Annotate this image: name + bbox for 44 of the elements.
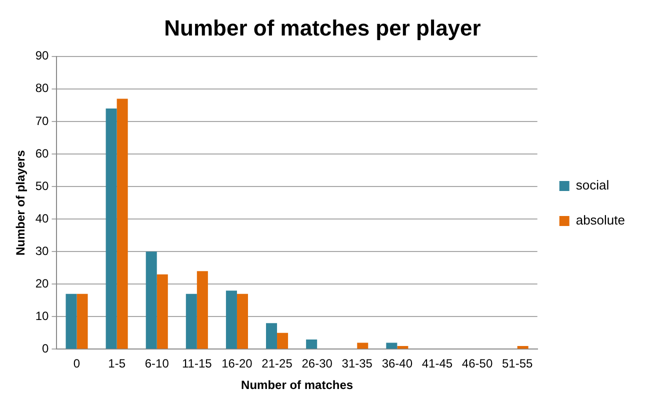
chart-title: Number of matches per player xyxy=(164,15,482,40)
y-tick-label: 60 xyxy=(35,146,50,160)
bar xyxy=(156,274,168,349)
y-axis-title: Number of players xyxy=(14,150,28,256)
x-tick-label: 6-10 xyxy=(144,356,170,371)
y-tick-label: 50 xyxy=(35,178,50,193)
y-tick-label: 20 xyxy=(35,276,50,290)
bar xyxy=(196,271,208,349)
bar xyxy=(186,294,197,349)
bar xyxy=(277,332,288,349)
legend-label: absolute xyxy=(576,212,626,228)
x-tick-label: 36-40 xyxy=(382,356,413,371)
x-axis-title: Number of matches xyxy=(241,378,354,392)
bar xyxy=(386,342,398,349)
y-tick-label: 40 xyxy=(35,211,50,226)
x-tick-label: 16-20 xyxy=(222,356,253,371)
bar xyxy=(76,294,88,349)
bar xyxy=(357,342,368,349)
x-tick-label: 21-25 xyxy=(262,356,293,371)
y-tick-label: 30 xyxy=(35,244,50,258)
bar xyxy=(116,98,128,349)
bar xyxy=(517,346,528,349)
x-tick-label: 1-5 xyxy=(108,356,126,371)
y-tick-label: 90 xyxy=(35,48,50,63)
bar xyxy=(266,323,278,349)
bar xyxy=(226,290,237,349)
x-tick-label: 41-45 xyxy=(422,356,453,371)
y-tick-label: 70 xyxy=(35,114,50,128)
x-tick-label: 31-35 xyxy=(342,356,373,371)
x-tick-label: 51-55 xyxy=(502,356,533,371)
legend-label: social xyxy=(576,178,610,193)
bar xyxy=(397,346,408,349)
bar xyxy=(66,294,77,349)
y-tick-label: 80 xyxy=(35,81,50,96)
bar xyxy=(306,339,318,349)
x-tick-label: 26-30 xyxy=(302,356,333,371)
x-tick-label: 11-15 xyxy=(182,356,212,371)
bar xyxy=(146,252,157,349)
bar xyxy=(236,294,248,349)
x-tick-label: 0 xyxy=(73,356,80,371)
bar xyxy=(106,108,117,349)
y-tick-label: 0 xyxy=(42,342,50,356)
y-tick-label: 10 xyxy=(35,308,50,323)
x-tick-label: 46-50 xyxy=(462,356,493,371)
